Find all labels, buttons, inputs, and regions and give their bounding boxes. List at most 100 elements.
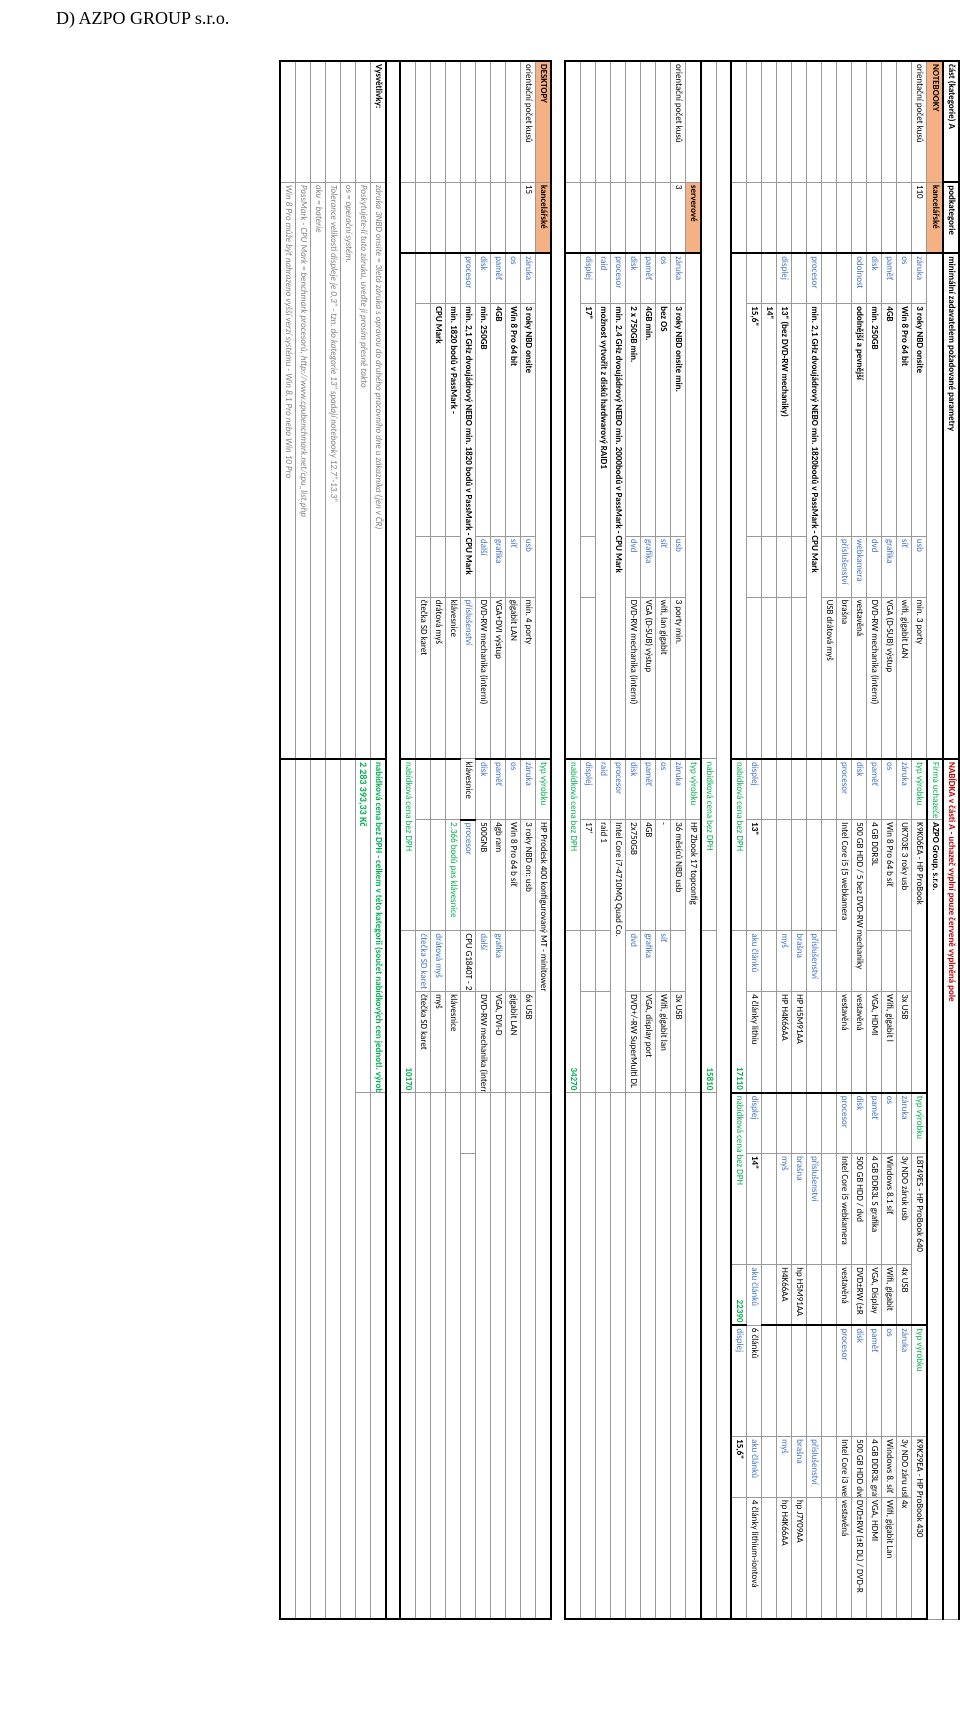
k: grafika (641, 536, 656, 597)
v: bez OS (656, 304, 671, 537)
k: paměť (491, 253, 506, 304)
k: kancelářské (536, 182, 552, 253)
k: disk (476, 253, 491, 304)
k: čtečka SD karet (416, 931, 431, 992)
v: H4K66AA (777, 1265, 792, 1326)
k: nabídková cena bez DPH (731, 759, 747, 931)
k: disk (867, 253, 882, 304)
kancel: kancelářské (927, 182, 943, 253)
v: K9K06EA - HP ProBook (912, 820, 928, 1093)
v: Wifi, gigabit l (882, 992, 897, 1093)
v: HP H4K66AA (777, 992, 792, 1093)
k: orientační počet kusů (521, 61, 536, 182)
k: záruka (897, 1093, 912, 1154)
v: Win 8 Pro 64 b síť (506, 820, 521, 931)
v: 3 (671, 182, 686, 253)
v: 13" (bez DVD-RW mechaniky) (777, 304, 792, 537)
k: displej (777, 253, 792, 304)
k: záruka (671, 253, 686, 304)
v: hp H5M91AA (792, 1265, 807, 1326)
price: 34270 (566, 931, 582, 1093)
v: raid 1 (596, 820, 611, 931)
v: 4 články lithiu (747, 992, 762, 1093)
k: typ výrobku (912, 1093, 928, 1154)
v: DVD-RW mechanika (interní) (867, 597, 882, 759)
total-value: 2 283 393,33 Kč (356, 759, 371, 1093)
n: Win 8 Pro může být nahrazeno vyšší verzí… (281, 182, 297, 759)
k: disk (852, 1093, 867, 1154)
v: 500 GB HDD dvd (852, 1437, 867, 1498)
v: Windows 8. síť (882, 1437, 897, 1498)
k: nabídková cena bez DPH (401, 759, 417, 931)
v: Win 8 Pro 64 bit (897, 304, 912, 537)
k: odolnost (852, 253, 867, 304)
k: paměť (867, 1325, 882, 1436)
v: UK703E 3 roky usb (897, 820, 912, 931)
v: Intel Core i3 webkamera (837, 1437, 852, 1498)
v: Wifi, gigabit Lan (882, 1497, 897, 1619)
k: displej (747, 1093, 762, 1154)
min-params: minimální zadavatelem požadované paramet… (943, 253, 959, 759)
v: DVD-RW mechanika (interní) (476, 992, 491, 1093)
v: 4gb ram (491, 820, 506, 931)
k: os (882, 1093, 897, 1154)
k: aku článků (747, 1437, 762, 1498)
v: VGA, HDMI (867, 1497, 882, 1619)
k: disk (852, 1325, 867, 1436)
k: záruka (897, 759, 912, 820)
v: 13" (747, 820, 762, 931)
v: 3x USB (671, 992, 686, 1093)
v: VGA, Display (867, 1265, 882, 1326)
page-title: D) AZPO GROUP s.r.o. (0, 0, 960, 39)
v: min. 250GB (867, 304, 882, 537)
k: myš (777, 1437, 792, 1498)
v: CPU G1840T - 2 příslušenství (461, 931, 476, 992)
k: os (506, 759, 521, 820)
v: VGA+DVI výstup (491, 597, 506, 759)
v: 2 x 750GB min. (626, 304, 641, 537)
v: Win 8 Pro 64 b síť (882, 820, 897, 931)
v: DVD+/-RW SuperMulti DL (626, 992, 641, 1093)
k: grafika (491, 536, 506, 597)
k: os (656, 759, 671, 820)
v: 17' (581, 820, 596, 931)
v: čtečka SD karet (416, 597, 431, 759)
v: 15,6" (747, 304, 762, 537)
v: 3 roky NBD onsite (912, 304, 928, 537)
v: VGA, display port (641, 992, 656, 1093)
n: Poskytujete-li tuto záruku, uveďte ji pr… (356, 182, 371, 759)
k: brašna (792, 1437, 807, 1498)
main-table: část (kategorie) A podkategorie minimáln… (280, 60, 960, 1620)
v: myš (431, 992, 446, 1093)
firma-lbl: Firma uchazeče: (927, 759, 943, 820)
n: záruka 3NBD onsite = 3letá záruka s opra… (371, 182, 387, 759)
v: drátová myš (431, 597, 446, 759)
v: 6x USB (521, 992, 536, 1093)
v: 4 GB DDR3L grafika (867, 1437, 882, 1498)
k: orientační počet kusů (671, 61, 686, 182)
v: čtečka SD karet (416, 992, 431, 1093)
k: paměť (491, 759, 506, 820)
k: os (506, 253, 521, 304)
k: raid (596, 759, 611, 820)
v: vestavěná (837, 1265, 852, 1326)
k: procesor (837, 1325, 852, 1436)
v: Wifi, gigabit lan (656, 992, 671, 1093)
v: 2.366 bodů pas klávesnice (446, 820, 461, 931)
v: hp J7Y09AA (792, 1497, 807, 1619)
v: 4GB (882, 304, 897, 537)
v: wifi, lan gigabit (656, 597, 671, 759)
k: typ výrobku (912, 759, 928, 820)
v: K9K29EA - HP ProBook 430 (912, 1437, 928, 1619)
firma: AZPO Group, s.r.o. (927, 820, 943, 1619)
v: 3y NDO záru usb (897, 1437, 912, 1498)
v: VGA (D-SUB) výstup (641, 597, 656, 759)
v: Intel Core i7-4710MQ Quad Co. (611, 820, 626, 1093)
cat-a: část (kategorie) A (943, 61, 959, 182)
v: DVD-RW mechanika (interní) (626, 597, 641, 759)
v: L8T49ES - HP ProBook 640 (912, 1153, 928, 1325)
v: VGA, HDMI (867, 992, 882, 1093)
n: Tolerance velikosti displeje je 0,3" - t… (326, 182, 341, 759)
rotated-sheet: část (kategorie) A podkategorie minimáln… (280, 60, 960, 1736)
v: 4GB min. (641, 304, 656, 537)
